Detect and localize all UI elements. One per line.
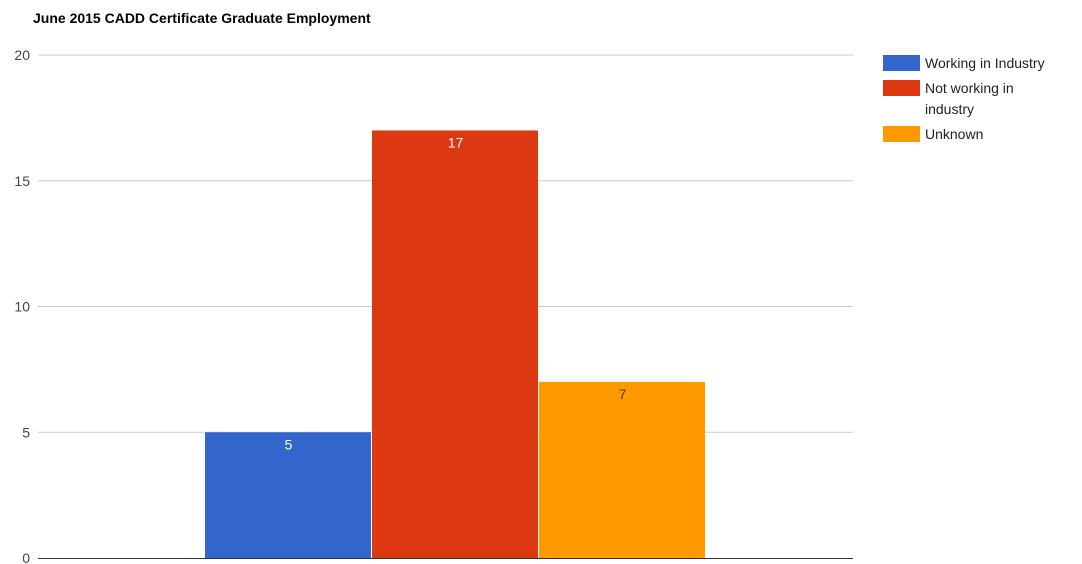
bar-3[interactable]	[539, 381, 705, 558]
bar-value-label: 5	[285, 436, 293, 452]
legend-swatch	[883, 126, 920, 142]
legend-swatch	[883, 55, 920, 71]
y-tick-label: 5	[22, 424, 30, 440]
legend-item[interactable]: Working in Industry	[883, 55, 1045, 71]
bar-2[interactable]	[372, 130, 538, 558]
bar-value-label: 17	[448, 134, 464, 150]
y-tick-label: 20	[14, 47, 30, 63]
bar-1[interactable]	[205, 432, 371, 558]
legend-label: Working in Industry	[925, 55, 1045, 71]
y-axis-ticks: 0 5 10 15 20	[14, 47, 30, 564]
bar-value-label: 7	[619, 386, 627, 402]
legend-swatch	[883, 80, 920, 96]
y-tick-label: 0	[22, 550, 30, 564]
legend-item[interactable]: Not working in industry	[883, 80, 1014, 117]
legend-label-line: Working in Industry	[925, 55, 1045, 71]
legend: Working in Industry Not working in industr…	[883, 55, 1045, 142]
chart-title: June 2015 CADD Certificate Graduate Empl…	[33, 10, 371, 26]
legend-item[interactable]: Unknown	[883, 126, 983, 142]
bars	[205, 130, 705, 558]
legend-label-line: Not working in	[925, 80, 1014, 96]
y-tick-label: 10	[14, 299, 30, 315]
legend-label: Not working in industry	[925, 80, 1014, 117]
legend-label: Unknown	[925, 126, 983, 142]
legend-label-line: Unknown	[925, 126, 983, 142]
y-tick-label: 15	[14, 173, 30, 189]
legend-label-line: industry	[925, 101, 974, 117]
bar-labels: 5 17 7	[285, 134, 627, 452]
